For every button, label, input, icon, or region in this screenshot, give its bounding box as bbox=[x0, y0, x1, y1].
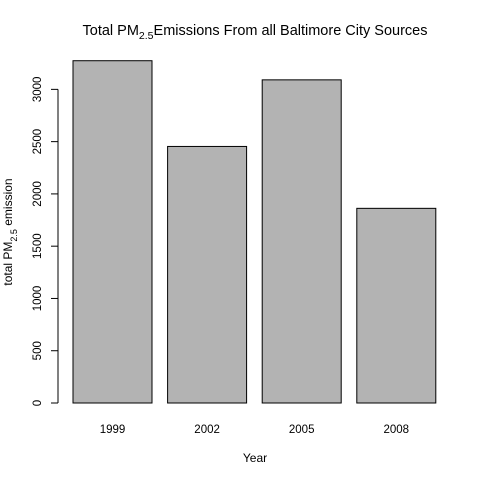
y-axis-label: total PM2.5 emission bbox=[1, 178, 19, 285]
bars-group bbox=[72, 60, 437, 404]
y-tick-label-3000: 3000 bbox=[32, 77, 44, 103]
y-tick-label-0: 0 bbox=[32, 400, 44, 406]
x-tick-label-2002: 2002 bbox=[194, 424, 220, 436]
bar-2005 bbox=[261, 79, 342, 404]
bar-1999 bbox=[72, 60, 153, 404]
x-axis-label: Year bbox=[243, 451, 267, 465]
x-tick-label-2008: 2008 bbox=[384, 424, 410, 436]
x-tick-label-2005: 2005 bbox=[289, 424, 315, 436]
x-tick-labels: 1999 2002 2005 2008 bbox=[100, 424, 409, 436]
y-tick-label-2500: 2500 bbox=[32, 129, 44, 155]
y-tick-label-2000: 2000 bbox=[32, 181, 44, 207]
y-tick-label-1500: 1500 bbox=[32, 233, 44, 259]
chart-title: Total PM2.5Emissions From all Baltimore … bbox=[83, 23, 428, 42]
y-tick-label-1000: 1000 bbox=[32, 286, 44, 312]
x-tick-label-1999: 1999 bbox=[100, 424, 126, 436]
y-ticks-group: 0 500 1000 1500 2000 2500 3000 bbox=[32, 77, 58, 406]
y-tick-label-500: 500 bbox=[32, 341, 44, 360]
bar-2008 bbox=[356, 207, 437, 404]
bar-2002 bbox=[167, 145, 248, 404]
